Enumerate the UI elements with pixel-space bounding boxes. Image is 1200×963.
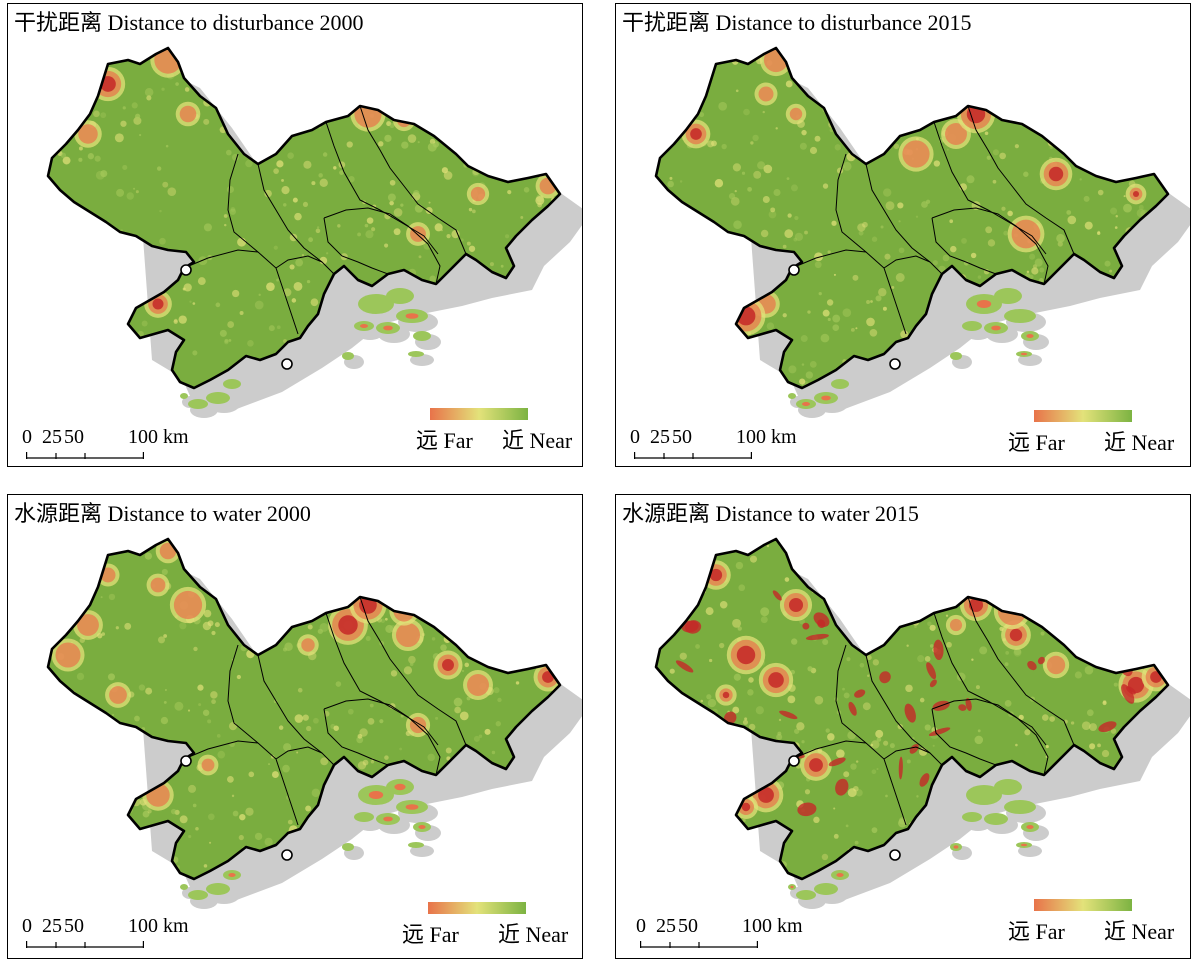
scale-label-25: 25 <box>650 426 670 448</box>
scale-label-0: 0 <box>22 426 32 448</box>
scale-label-50: 50 <box>64 915 84 937</box>
map-panel-disturbance-2015: 干扰距离 Distance to disturbance 2015 0 25 5… <box>615 3 1191 467</box>
legend-far-label: 远 Far <box>416 428 473 453</box>
map-panel-water-2015: 水源距离 Distance to water 2015 0 25 50 100 … <box>615 494 1191 959</box>
legend-far-label: 远 Far <box>402 922 459 947</box>
scale-bar-line <box>634 452 752 459</box>
legend-far-label: 远 Far <box>1008 430 1065 455</box>
scale-label-0: 0 <box>22 915 32 937</box>
scale-label-50: 50 <box>678 915 698 937</box>
scale-bar: 0 25 50 100 km <box>22 915 189 955</box>
legend: 远 Far 近 Near <box>1008 410 1178 462</box>
map-panel-water-2000: 水源距离 Distance to water 2000 0 25 50 100 … <box>7 494 583 959</box>
region-map <box>46 46 582 418</box>
scale-label-25: 25 <box>42 426 62 448</box>
scale-bar: 0 25 50 100 km <box>630 915 803 955</box>
legend-gradient <box>1034 410 1132 422</box>
map-panel-disturbance-2000: 干扰距离 Distance to disturbance 2000 0 25 5… <box>7 3 583 467</box>
legend-near-label: 近 Near <box>1104 919 1175 944</box>
panel-title: 水源距离 Distance to water 2000 <box>14 501 311 526</box>
panel-title: 水源距离 Distance to water 2015 <box>622 501 919 526</box>
region-map <box>46 537 582 909</box>
scale-label-100: 100 km <box>736 426 797 448</box>
scale-label-50: 50 <box>672 426 692 448</box>
legend: 远 Far 近 Near <box>402 902 572 954</box>
scale-label-100: 100 km <box>128 915 189 937</box>
legend-near-label: 近 Near <box>1104 430 1175 455</box>
scale-bar: 0 25 50 100 km <box>22 426 189 466</box>
scale-label-100: 100 km <box>128 426 189 448</box>
scale-label-50: 50 <box>64 426 84 448</box>
region-map <box>654 537 1190 909</box>
legend-gradient <box>1034 899 1132 911</box>
panel-title: 干扰距离 Distance to disturbance 2015 <box>622 10 972 35</box>
legend-near-label: 近 Near <box>502 428 573 453</box>
legend: 远 Far 近 Near <box>416 408 582 460</box>
scale-label-25: 25 <box>42 915 62 937</box>
legend: 远 Far 近 Near <box>1008 899 1178 951</box>
scale-bar-line <box>26 452 144 459</box>
scale-bar-line <box>26 941 144 948</box>
legend-gradient <box>428 902 526 914</box>
legend-near-label: 近 Near <box>498 922 569 947</box>
scale-label-0: 0 <box>630 426 640 448</box>
scale-label-0: 0 <box>636 915 646 937</box>
legend-far-label: 远 Far <box>1008 919 1065 944</box>
region-map <box>654 46 1190 418</box>
scale-label-25: 25 <box>656 915 676 937</box>
panel-title: 干扰距离 Distance to disturbance 2000 <box>14 10 364 35</box>
scale-bar-line <box>640 941 758 948</box>
scale-bar: 0 25 50 100 km <box>630 426 797 466</box>
scale-label-100: 100 km <box>742 915 803 937</box>
legend-gradient <box>430 408 528 420</box>
